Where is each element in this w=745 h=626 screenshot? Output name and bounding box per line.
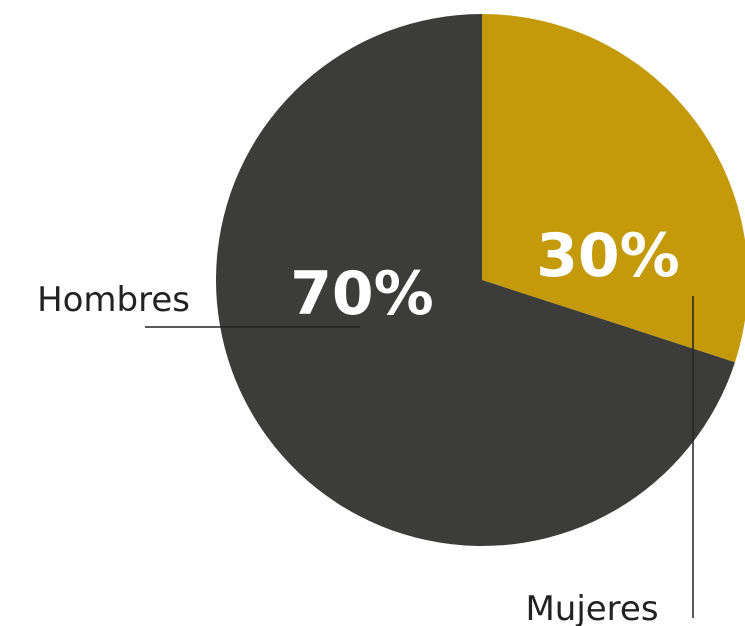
category-label-mujeres: Mujeres [525,589,658,626]
category-labels: Mujeres Hombres [37,280,659,626]
percent-label-mujeres: 30% [536,221,680,291]
slice-hombres [216,14,735,546]
leader-lines [145,296,694,618]
pie-slices [216,14,745,546]
slice-mujeres [482,14,745,363]
category-label-hombres: Hombres [37,280,190,320]
percent-labels: 30% 70% [290,221,680,329]
percent-label-hombres: 70% [290,259,434,329]
